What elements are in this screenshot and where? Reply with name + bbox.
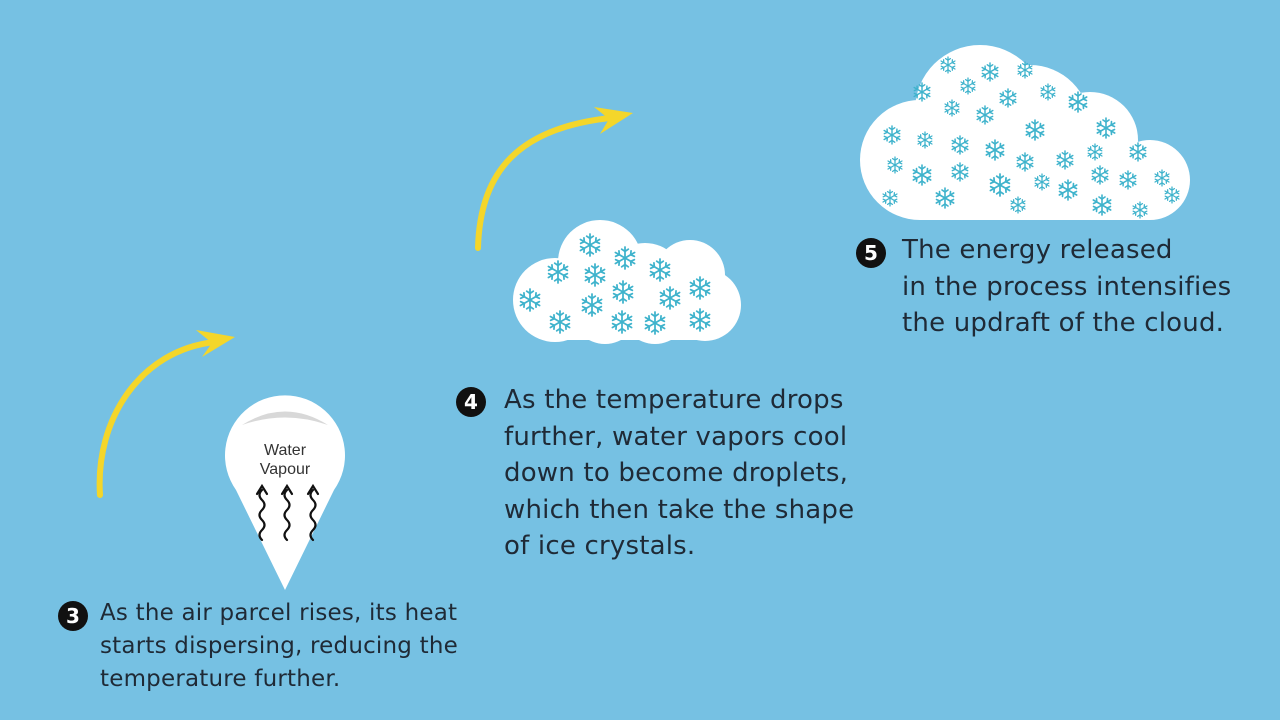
curved-arrow-1	[96, 330, 235, 498]
step-4-line-5: of ice crystals.	[504, 531, 696, 561]
snowflake-cloud	[860, 45, 1190, 220]
step-4-line-1: As the temperature drops	[504, 385, 844, 415]
step-4-line-2: further, water vapors cool	[504, 421, 848, 452]
step-5-line-3: the updraft of the cloud.	[902, 308, 1225, 338]
ice-crystal-cloud	[513, 220, 741, 344]
water-vapour-balloon: Water Vapour	[225, 395, 345, 590]
step-5-line-2: in the process intensifies	[902, 271, 1232, 302]
step-4-number-badge: 4	[456, 387, 486, 417]
step-3-number-badge: 3	[58, 601, 88, 631]
step-5-line-1: The energy released	[902, 235, 1173, 265]
step-3-line-3: temperature further.	[100, 666, 341, 692]
wavy-up-arrows-icon	[255, 483, 320, 542]
step-5-number-badge: 5	[856, 238, 886, 268]
step-4-description: As the temperature drops further, water …	[504, 382, 854, 565]
balloon-label-water: Water	[264, 442, 307, 459]
step-4-line-4: which then take the shape	[504, 494, 855, 525]
step-3-description: As the air parcel rises, its heat starts…	[100, 597, 458, 696]
step-3-line-1: As the air parcel rises, its heat	[100, 600, 458, 626]
step-5-description: The energy released in the process inten…	[902, 232, 1231, 342]
step-4-line-3: down to become droplets,	[504, 458, 849, 488]
step-3-line-2: starts dispersing, reducing the	[100, 633, 458, 659]
balloon-label-vapour: Vapour	[260, 461, 311, 478]
curved-arrow-2	[475, 107, 633, 251]
